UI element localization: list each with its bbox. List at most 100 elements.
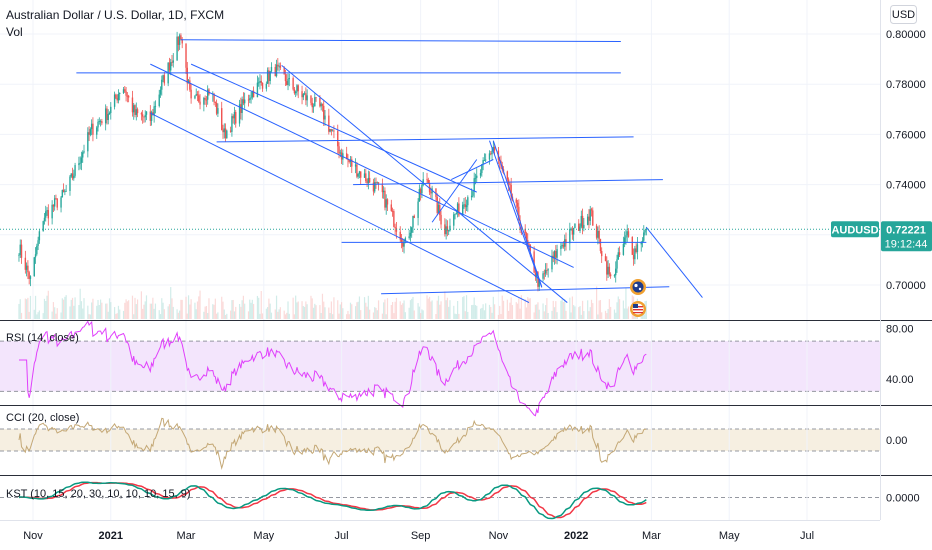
currency-button[interactable]: USD [890, 5, 917, 24]
volume-bar [502, 300, 505, 319]
volume-bar [358, 296, 361, 319]
volume-bar [133, 314, 135, 319]
volume-bar [170, 287, 172, 319]
rsi-title[interactable]: RSI (14, close) [6, 332, 79, 344]
candle-body [571, 228, 574, 235]
price-axis[interactable]: 0.800000.780000.760000.740000.720000.700… [886, 29, 926, 505]
volume-bar [386, 298, 389, 319]
candle-body [394, 226, 396, 229]
volume-bar [446, 297, 449, 319]
volume-bar [128, 300, 130, 319]
volume-bar [366, 306, 368, 319]
candle-body [247, 99, 250, 101]
candle-body [104, 108, 107, 124]
volume-bar [400, 304, 403, 319]
volume-bar [607, 308, 609, 319]
volume-bar [483, 310, 485, 319]
candle-body [19, 244, 21, 255]
candle-body [519, 220, 521, 229]
volume-bar [626, 308, 628, 319]
volume-bar [598, 300, 600, 319]
volume-bar [493, 304, 496, 319]
candle-body [422, 179, 424, 186]
volume-bar [230, 310, 232, 319]
candle-body [419, 189, 422, 194]
volume-bar [339, 304, 341, 319]
candle-body [278, 65, 280, 67]
volume-bar [365, 302, 367, 319]
volume-bar [455, 314, 457, 319]
us-flag-icon[interactable] [630, 301, 646, 317]
volume-bar [205, 306, 208, 319]
volume-bar [476, 305, 478, 319]
volume-bar [199, 290, 201, 319]
candle-body [449, 225, 451, 231]
candle-body [493, 146, 496, 151]
candle-body [617, 252, 619, 260]
volume-bar [297, 301, 299, 319]
candle-body [150, 112, 153, 121]
last-price-tag[interactable]: 0.72221 19:12:44 [881, 221, 932, 252]
candle-body [284, 74, 287, 82]
candle-body [595, 225, 598, 238]
candle-body [315, 97, 317, 99]
candle-body [144, 114, 146, 118]
trendlines[interactable] [76, 39, 703, 304]
candle-body [330, 129, 333, 132]
time-axis[interactable]: Nov 2021 Mar May Jul Sep Nov 2022 Mar May Jul [23, 530, 814, 542]
volume-bar [583, 311, 585, 319]
candle-body [328, 115, 330, 132]
time-tick-label: Jul [800, 530, 814, 542]
volume-bar [142, 308, 144, 319]
candle-body [20, 244, 23, 258]
candle-body [180, 35, 182, 40]
candle-body [131, 97, 134, 113]
candle-body [56, 198, 58, 208]
volume-bar [360, 310, 362, 319]
candle-body [492, 146, 495, 151]
volume-bar [482, 304, 484, 319]
volume-bar [198, 296, 200, 319]
volume-bar [136, 299, 139, 319]
trendline [381, 286, 670, 295]
volume-bar [36, 314, 38, 319]
volume-bar [488, 304, 491, 319]
candle-body [110, 106, 112, 113]
candle-body [408, 236, 410, 239]
symbol-tag[interactable]: AUDUSD [831, 221, 879, 238]
volume-bar [278, 309, 280, 319]
candle-body [604, 256, 607, 262]
volume-bar [520, 295, 522, 319]
au-flag-icon[interactable] [630, 279, 646, 295]
volume-bar [372, 312, 375, 319]
candle-body [206, 89, 209, 100]
volume-bar [329, 313, 331, 319]
volume-bar [573, 305, 575, 319]
volume-bar [471, 305, 473, 319]
candle-body [51, 204, 53, 219]
volume-bar [444, 291, 446, 319]
candle-body [266, 70, 269, 84]
price-tick-label: 0.78000 [886, 79, 926, 91]
volume-bar [249, 299, 251, 319]
candle-body [145, 111, 148, 115]
volume-bar [235, 306, 237, 319]
volume-bar [180, 299, 182, 319]
volume-bar [324, 307, 326, 319]
trendline [431, 159, 478, 223]
volume-bar [73, 305, 75, 319]
candle-body [62, 189, 65, 193]
time-tick-label: 2022 [564, 530, 588, 542]
candle-body [178, 35, 181, 45]
candle-body [73, 175, 75, 179]
cci-title[interactable]: CCI (20, close) [6, 412, 79, 424]
candle-body [641, 240, 644, 243]
volume-bar [29, 295, 32, 319]
kst-title[interactable]: KST (10, 15, 20, 30, 10, 10, 10, 15, 9) [6, 488, 190, 500]
volume-bar [490, 306, 492, 319]
candle-body [176, 36, 178, 61]
volume-label: Vol [6, 25, 23, 39]
volume-bar [439, 304, 441, 319]
candle-body [607, 266, 609, 275]
candle-body [223, 128, 225, 133]
